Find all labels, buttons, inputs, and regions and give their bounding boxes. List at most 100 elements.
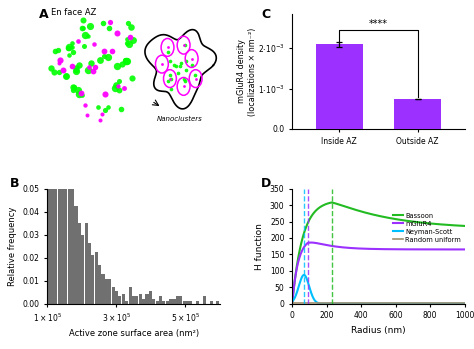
Point [128,75,136,81]
Bar [155,301,159,304]
Point [170,62,178,68]
Point [73,68,80,74]
Bassoon [289,302,295,306]
Point [107,20,114,25]
Bassoon [329,200,335,205]
Bar [159,296,162,304]
Bar [68,186,71,304]
Point [81,32,88,38]
Point [177,60,184,66]
Bar [125,301,128,304]
Random uniform [356,301,361,305]
Point [55,69,63,74]
Random uniform [458,301,464,305]
Point [101,107,109,112]
Point [83,112,91,118]
Line: Bassoon: Bassoon [292,202,465,304]
Bar [54,62,57,304]
Point [122,58,130,64]
mGluR4 [319,242,325,246]
Neyman-Scott [462,302,467,306]
Point [164,49,172,55]
Point [123,40,130,46]
Text: 200 nm: 200 nm [55,121,76,127]
Point [188,56,195,61]
Point [114,83,122,89]
Bar [108,279,111,304]
Point [73,67,80,73]
Bar [98,265,101,304]
Bar [176,296,179,304]
Point [167,72,174,77]
Text: B: B [9,177,19,190]
Point [62,73,70,79]
Point [52,48,59,53]
Point [74,38,82,44]
Line: Neyman-Scott: Neyman-Scott [292,275,465,304]
Bar [182,301,186,304]
Point [69,49,77,55]
Point [76,91,83,97]
Text: A: A [39,8,48,21]
Point [81,44,88,49]
Neyman-Scott [440,302,446,306]
Point [50,69,58,75]
Point [129,37,137,43]
Point [69,84,76,90]
Point [124,21,132,26]
Bar [142,299,145,304]
Point [118,107,125,112]
Bar [152,299,155,304]
Bar [88,243,91,304]
Point [71,84,78,90]
X-axis label: Active zone surface area (nm²): Active zone surface area (nm²) [69,329,199,338]
Point [64,45,72,51]
X-axis label: Radius (nm): Radius (nm) [351,326,406,335]
Point [100,20,107,25]
Text: C: C [261,8,270,21]
Point [77,90,85,96]
Text: Nanoclusters: Nanoclusters [157,116,202,122]
Bar [51,69,54,304]
mGluR4 [289,302,295,306]
Point [96,117,103,123]
Point [98,112,106,117]
Y-axis label: mGluR4 density
(localizations × nm⁻²): mGluR4 density (localizations × nm⁻²) [237,27,256,116]
Neyman-Scott [309,292,315,297]
Random uniform [462,301,467,305]
Legend: Bassoon, mGluR4, Neyman-Scott, Random uniform: Bassoon, mGluR4, Neyman-Scott, Random un… [393,213,461,243]
Point [188,62,196,68]
Point [164,78,171,83]
Point [68,40,76,45]
mGluR4 [356,246,361,251]
Point [182,78,189,83]
Bar [78,223,81,304]
Neyman-Scott [289,299,295,304]
Bar [84,223,88,304]
Point [120,86,128,91]
Point [55,60,63,66]
Point [65,44,73,50]
Bar [217,301,219,304]
Bassoon [458,224,464,228]
Neyman-Scott [363,302,369,306]
Bassoon [319,204,325,208]
Neyman-Scott [319,302,325,306]
Text: En face AZ: En face AZ [51,8,96,17]
Bar [105,279,108,304]
Point [79,25,87,31]
Bar [146,294,148,304]
Neyman-Scott [301,273,307,277]
Bar [169,299,172,304]
Point [173,64,180,69]
Random uniform [319,301,325,305]
Point [80,17,87,23]
Bassoon [309,214,315,218]
Bar [316,44,363,129]
Point [86,64,93,70]
Point [74,87,82,92]
Point [81,103,89,108]
Random uniform [289,301,295,305]
Bar [179,296,182,304]
Point [54,47,61,52]
